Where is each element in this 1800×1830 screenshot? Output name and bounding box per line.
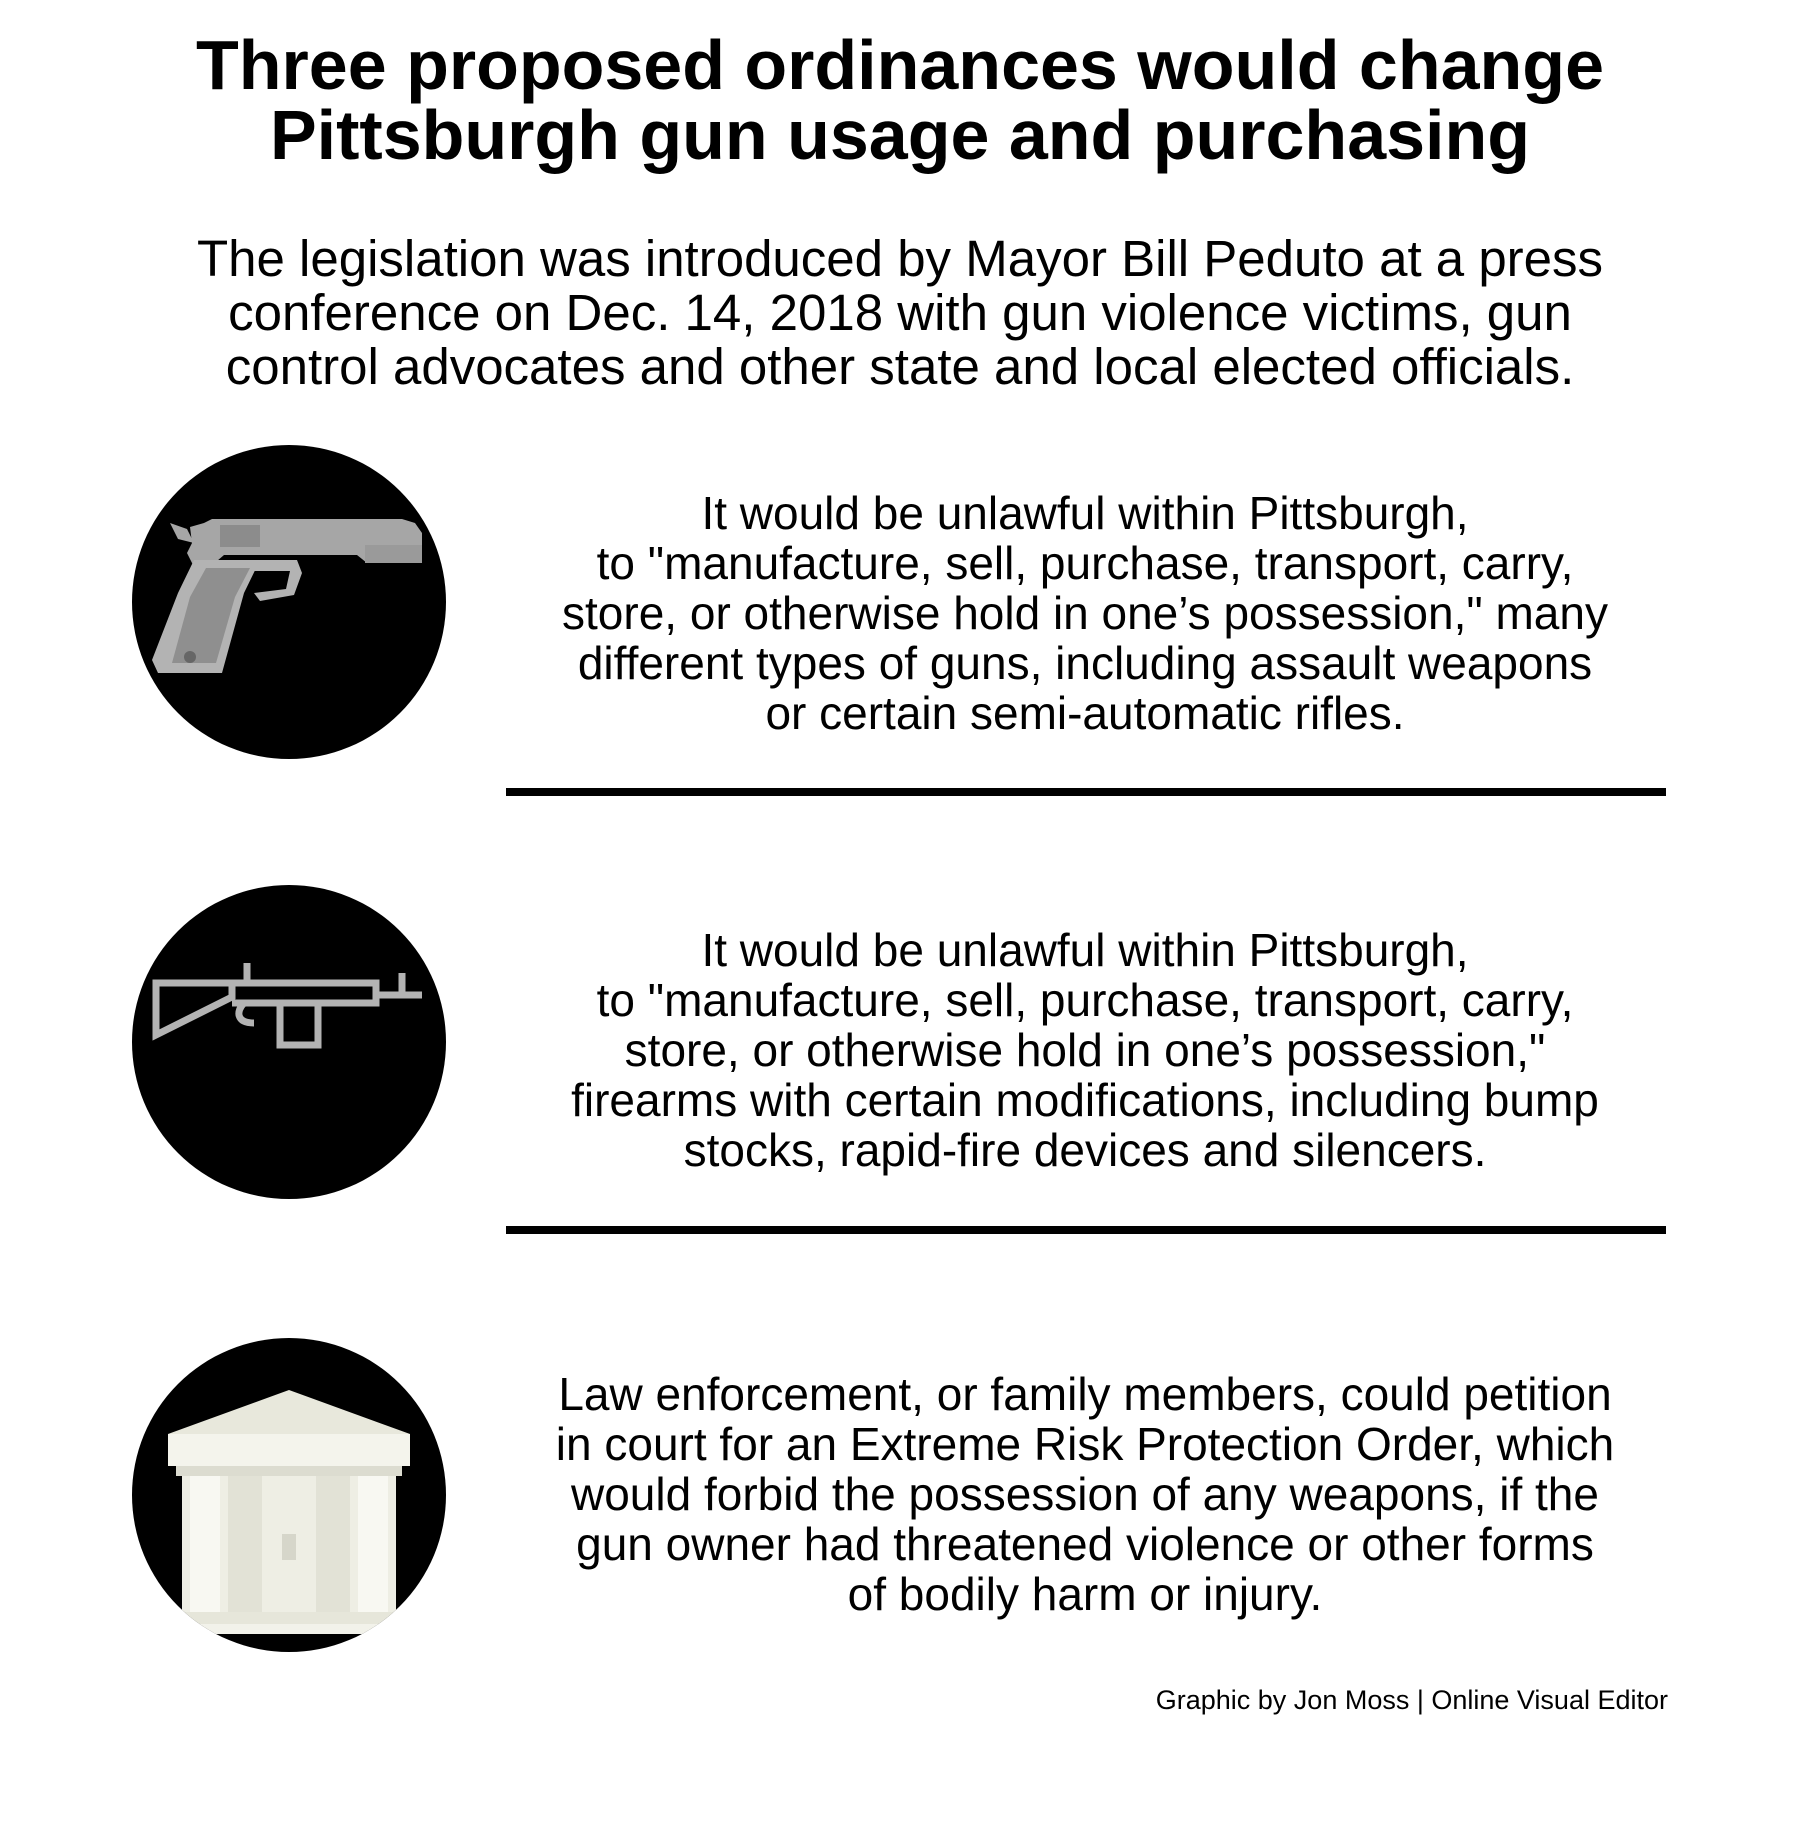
ordinance-1-line-5: or certain semi-automatic rifles. — [765, 687, 1405, 739]
page-title: Three proposed ordinances would change P… — [100, 30, 1700, 170]
ordinance-item-3: Law enforcement, or family members, coul… — [500, 1369, 1670, 1619]
rifle-icon — [132, 885, 446, 1199]
handgun-icon — [132, 445, 446, 759]
ordinance-2-line-2: to "manufacture, sell, purchase, transpo… — [596, 974, 1574, 1026]
ordinance-2-line-4: firearms with certain modifications, inc… — [571, 1074, 1599, 1126]
intro-line-2: conference on Dec. 14, 2018 with gun vio… — [228, 284, 1572, 341]
section-divider — [506, 1226, 1666, 1234]
intro-paragraph: The legislation was introduced by Mayor … — [100, 232, 1700, 394]
title-line-2: Pittsburgh gun usage and purchasing — [269, 96, 1531, 174]
ordinance-item-1: It would be unlawful within Pittsburgh, … — [500, 488, 1670, 738]
ordinance-3-line-5: of bodily harm or injury. — [847, 1568, 1323, 1620]
graphic-credit: Graphic by Jon Moss | Online Visual Edit… — [1155, 1685, 1668, 1715]
courthouse-icon — [132, 1338, 446, 1652]
intro-line-1: The legislation was introduced by Mayor … — [196, 230, 1604, 287]
intro-line-3: control advocates and other state and lo… — [225, 338, 1575, 395]
ordinance-3-line-1: Law enforcement, or family members, coul… — [558, 1368, 1612, 1420]
ordinance-1-line-1: It would be unlawful within Pittsburgh, — [701, 487, 1469, 539]
section-divider — [506, 788, 1666, 796]
ordinance-item-2: It would be unlawful within Pittsburgh, … — [500, 925, 1670, 1175]
ordinance-2-line-1: It would be unlawful within Pittsburgh, — [701, 924, 1469, 976]
ordinance-2-line-5: stocks, rapid-fire devices and silencers… — [683, 1124, 1487, 1176]
ordinance-3-line-3: would forbid the possession of any weapo… — [571, 1468, 1599, 1520]
ordinance-3-line-4: gun owner had threatened violence or oth… — [576, 1518, 1594, 1570]
ordinance-3-line-2: in court for an Extreme Risk Protection … — [555, 1418, 1615, 1470]
ordinance-2-line-3: store, or otherwise hold in one’s posses… — [624, 1024, 1546, 1076]
ordinance-1-line-2: to "manufacture, sell, purchase, transpo… — [596, 537, 1574, 589]
title-line-1: Three proposed ordinances would change — [196, 26, 1604, 104]
ordinance-1-line-4: different types of guns, including assau… — [577, 637, 1593, 689]
ordinance-1-line-3: store, or otherwise hold in one’s posses… — [562, 587, 1608, 639]
